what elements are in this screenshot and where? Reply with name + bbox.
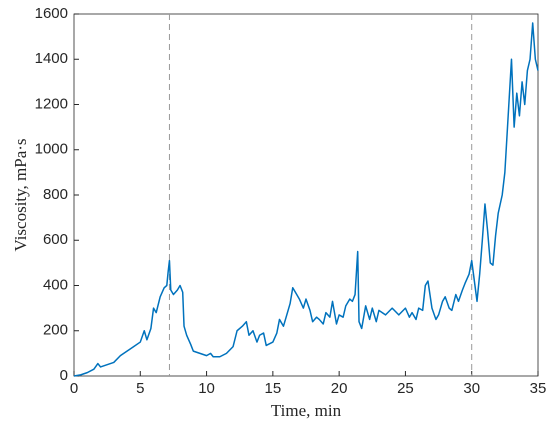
y-tick-label: 1000: [35, 141, 68, 158]
x-tick-label: 30: [463, 380, 480, 397]
x-tick-label: 15: [265, 380, 282, 397]
x-tick-label: 20: [331, 380, 348, 397]
x-tick-label: 5: [136, 380, 144, 397]
y-tick-label: 1400: [35, 50, 68, 67]
x-tick-label: 10: [198, 380, 215, 397]
y-tick-label: 1600: [35, 5, 68, 22]
y-tick-label: 200: [43, 322, 68, 339]
x-axis-label: Time, min: [271, 401, 342, 420]
y-tick-label: 0: [60, 367, 68, 384]
data-line: [73, 22, 539, 377]
plot-area: [73, 13, 539, 377]
y-tick-label: 800: [43, 186, 68, 203]
y-tick-label: 400: [43, 276, 68, 293]
y-axis-label: Viscosity, mPa·s: [11, 138, 30, 251]
y-tick-label: 1200: [35, 95, 68, 112]
x-tick-label: 0: [70, 380, 78, 397]
x-tick-label: 25: [397, 380, 414, 397]
x-tick-label: 35: [530, 380, 547, 397]
y-tick-label: 600: [43, 231, 68, 248]
